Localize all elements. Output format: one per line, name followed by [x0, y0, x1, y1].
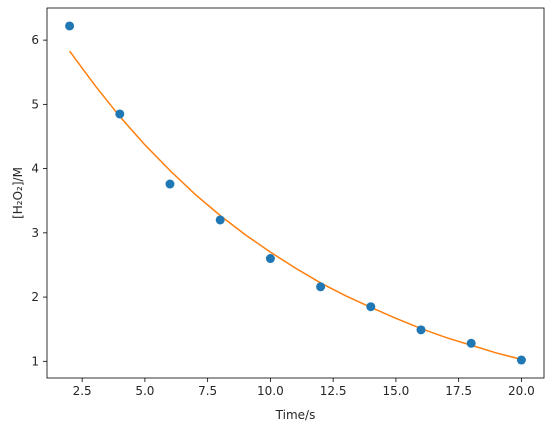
- data-point: [316, 282, 326, 292]
- data-point: [265, 254, 275, 264]
- data-point: [466, 338, 476, 348]
- x-tick-label: 2.5: [73, 384, 92, 398]
- y-tick-label: 6: [31, 33, 39, 47]
- x-tick-label: 10.0: [257, 384, 284, 398]
- x-tick-label: 7.5: [198, 384, 217, 398]
- data-point: [516, 355, 526, 365]
- y-tick-label: 5: [31, 97, 39, 111]
- y-tick-label: 3: [31, 226, 39, 240]
- fit-curve-line: [68, 50, 522, 361]
- axis-ticks: 2.5 5.0 7.5 10.0 12.5 15.0 17.5 20.0 1 2 3 4 5 6: [31, 33, 534, 398]
- data-point: [115, 109, 125, 119]
- axes-frame: [46, 7, 545, 379]
- data-point: [416, 325, 426, 335]
- y-tick-label: 2: [31, 290, 39, 304]
- plot-area: [65, 21, 526, 365]
- data-point: [65, 21, 75, 31]
- x-tick-label: 15.0: [383, 384, 410, 398]
- y-tick-label: 4: [31, 162, 39, 176]
- x-axis-label: Time/s: [275, 408, 316, 422]
- data-point: [215, 215, 225, 225]
- x-tick-label: 12.5: [320, 384, 347, 398]
- x-tick-label: 20.0: [508, 384, 535, 398]
- data-point: [366, 302, 376, 312]
- x-tick-label: 5.0: [135, 384, 154, 398]
- y-tick-label: 1: [31, 354, 39, 368]
- x-tick-label: 17.5: [445, 384, 472, 398]
- data-point: [165, 179, 175, 189]
- y-axis-label: [H₂O₂]/M: [11, 167, 25, 219]
